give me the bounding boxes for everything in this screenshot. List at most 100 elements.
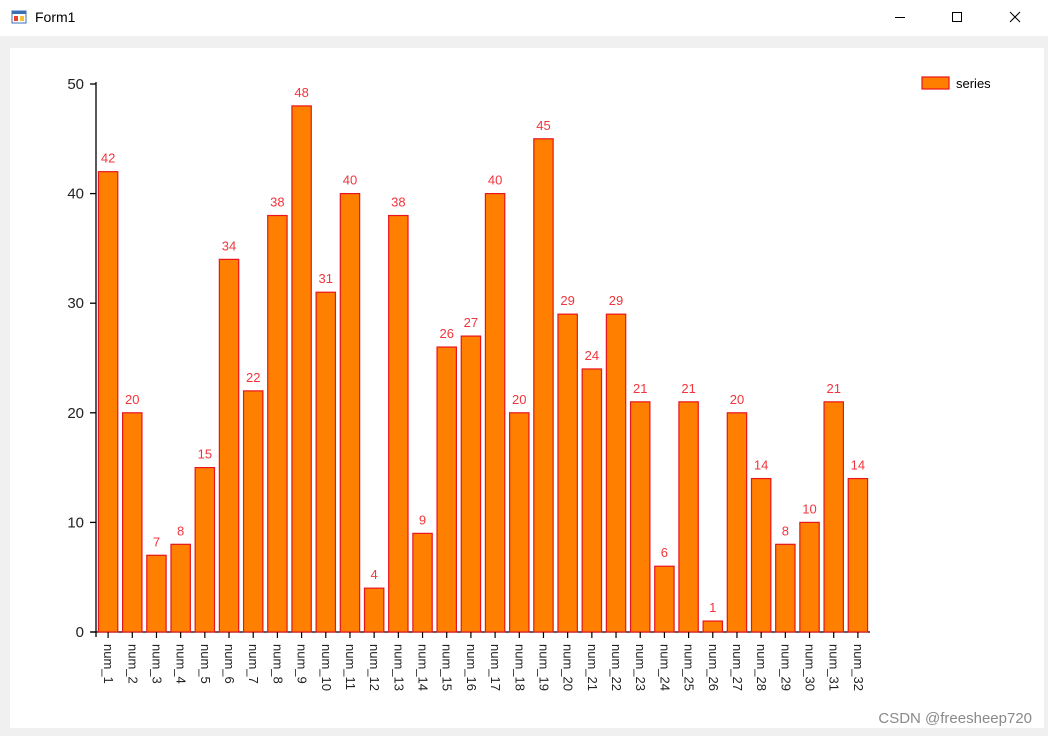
close-icon bbox=[1009, 11, 1021, 23]
x-tick-label: num_14 bbox=[416, 644, 431, 691]
data-label: 10 bbox=[802, 501, 816, 516]
x-tick-label: num_8 bbox=[270, 644, 285, 684]
bar bbox=[242, 390, 264, 633]
x-tick-label: num_13 bbox=[391, 644, 406, 691]
bar bbox=[750, 477, 772, 633]
bar bbox=[291, 105, 312, 633]
bar bbox=[388, 214, 409, 633]
data-label: 8 bbox=[177, 523, 184, 538]
data-label: 27 bbox=[464, 315, 478, 330]
bar bbox=[460, 335, 482, 633]
bar bbox=[775, 543, 796, 633]
x-tick-label: num_9 bbox=[295, 644, 310, 684]
bar bbox=[146, 554, 167, 633]
x-tick-label: num_29 bbox=[778, 644, 793, 691]
data-label: 14 bbox=[754, 458, 768, 473]
x-tick-label: num_28 bbox=[754, 644, 769, 691]
data-label: 38 bbox=[270, 195, 284, 210]
bar bbox=[678, 401, 699, 633]
bar bbox=[484, 193, 506, 633]
data-label: 42 bbox=[101, 151, 115, 166]
x-tick-label: num_2 bbox=[125, 644, 140, 684]
bar bbox=[194, 467, 216, 633]
x-tick-label: num_7 bbox=[246, 644, 261, 684]
x-tick-label: num_15 bbox=[440, 644, 455, 691]
close-button[interactable] bbox=[992, 0, 1038, 34]
bar bbox=[847, 477, 869, 633]
bar bbox=[509, 412, 530, 633]
y-tick-label: 50 bbox=[67, 76, 84, 93]
x-tick-label: num_21 bbox=[585, 644, 600, 691]
bar bbox=[218, 258, 240, 633]
bar bbox=[581, 368, 603, 633]
bar bbox=[436, 346, 457, 633]
bar-chart: 0102030405042num_120num_27num_38num_415n… bbox=[67, 76, 991, 691]
bar bbox=[97, 171, 119, 633]
bar bbox=[170, 543, 191, 633]
data-label: 40 bbox=[343, 173, 357, 188]
data-label: 45 bbox=[536, 118, 550, 133]
app-icon bbox=[11, 10, 27, 24]
data-label: 15 bbox=[198, 447, 212, 462]
x-tick-label: num_5 bbox=[198, 644, 213, 684]
data-label: 21 bbox=[681, 381, 695, 396]
data-label: 4 bbox=[371, 567, 378, 582]
x-tick-label: num_16 bbox=[464, 644, 479, 691]
y-tick-label: 30 bbox=[67, 295, 84, 312]
bar bbox=[533, 138, 554, 633]
x-tick-label: num_12 bbox=[367, 644, 382, 691]
data-label: 40 bbox=[488, 173, 502, 188]
data-label: 29 bbox=[609, 293, 623, 308]
bar bbox=[726, 412, 748, 633]
x-tick-label: num_27 bbox=[730, 644, 745, 691]
data-label: 20 bbox=[730, 392, 744, 407]
x-tick-label: num_23 bbox=[633, 644, 648, 691]
chart-control: 0 10 20 30 40 50 42 num_1 20 num_2 7 num_3 8 num_4 15 n… bbox=[10, 48, 1044, 728]
data-label: 31 bbox=[319, 271, 333, 286]
y-tick-label: 20 bbox=[67, 405, 84, 422]
x-tick-label: num_3 bbox=[149, 644, 164, 684]
maximize-icon bbox=[952, 12, 962, 22]
x-tick-label: num_19 bbox=[536, 644, 551, 691]
window-title: Form1 bbox=[35, 9, 76, 25]
data-label: 26 bbox=[439, 326, 453, 341]
x-tick-label: num_10 bbox=[319, 644, 334, 691]
y-tick-label: 0 bbox=[76, 624, 84, 641]
bar bbox=[799, 521, 820, 633]
bar bbox=[654, 565, 675, 633]
data-label: 6 bbox=[661, 545, 668, 560]
x-tick-label: num_30 bbox=[803, 644, 818, 691]
data-label: 22 bbox=[246, 370, 260, 385]
data-label: 24 bbox=[585, 348, 599, 363]
data-label: 34 bbox=[222, 238, 236, 253]
x-tick-label: num_20 bbox=[561, 644, 576, 691]
bar bbox=[557, 313, 578, 633]
bar bbox=[122, 412, 143, 633]
minimize-button[interactable] bbox=[877, 0, 923, 34]
data-label: 8 bbox=[782, 523, 789, 538]
watermark: CSDN @freesheep720 bbox=[878, 710, 1032, 727]
y-tick-label: 10 bbox=[67, 514, 84, 531]
x-tick-label: num_6 bbox=[222, 644, 237, 684]
x-tick-label: num_32 bbox=[851, 644, 866, 691]
x-tick-label: num_24 bbox=[657, 644, 672, 691]
data-label: 29 bbox=[560, 293, 574, 308]
data-label: 20 bbox=[512, 392, 526, 407]
x-tick-label: num_17 bbox=[488, 644, 503, 691]
x-tick-label: num_31 bbox=[827, 644, 842, 691]
x-tick-label: num_18 bbox=[512, 644, 527, 691]
x-tick-label: num_25 bbox=[682, 644, 697, 691]
title-bar: Form1 bbox=[0, 0, 1048, 36]
bar bbox=[363, 587, 385, 633]
maximize-button[interactable] bbox=[934, 0, 980, 34]
legend-label: series bbox=[956, 76, 991, 91]
x-tick-label: num_22 bbox=[609, 644, 624, 691]
data-label: 38 bbox=[391, 195, 405, 210]
bar bbox=[702, 620, 724, 633]
data-label: 20 bbox=[125, 392, 139, 407]
legend-swatch bbox=[921, 76, 950, 90]
x-tick-label: num_26 bbox=[706, 644, 721, 691]
data-label: 1 bbox=[709, 600, 716, 615]
bar bbox=[412, 532, 433, 633]
data-label: 14 bbox=[851, 458, 865, 473]
